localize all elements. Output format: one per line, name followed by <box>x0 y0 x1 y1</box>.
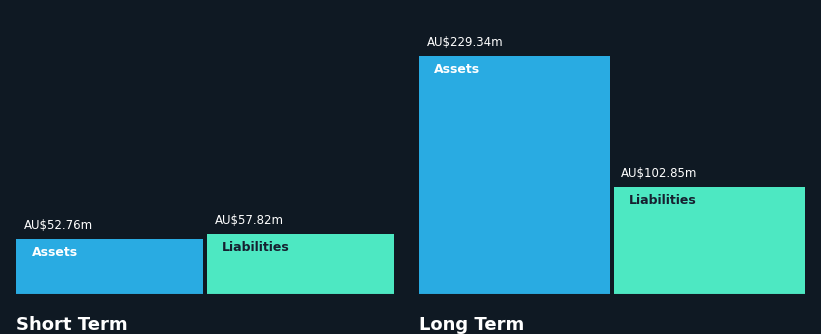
Text: AU$57.82m: AU$57.82m <box>215 214 284 227</box>
Text: AU$229.34m: AU$229.34m <box>426 36 503 49</box>
Text: Assets: Assets <box>31 246 78 259</box>
Text: Liabilities: Liabilities <box>222 241 290 254</box>
Bar <box>419 56 610 294</box>
Text: Assets: Assets <box>434 63 480 76</box>
Text: Long Term: Long Term <box>419 316 524 334</box>
Bar <box>613 187 805 294</box>
Text: AU$52.76m: AU$52.76m <box>24 219 93 232</box>
Bar <box>16 239 204 294</box>
Text: AU$102.85m: AU$102.85m <box>621 167 698 180</box>
Text: Liabilities: Liabilities <box>629 194 697 207</box>
Bar <box>207 234 394 294</box>
Text: Short Term: Short Term <box>16 316 128 334</box>
